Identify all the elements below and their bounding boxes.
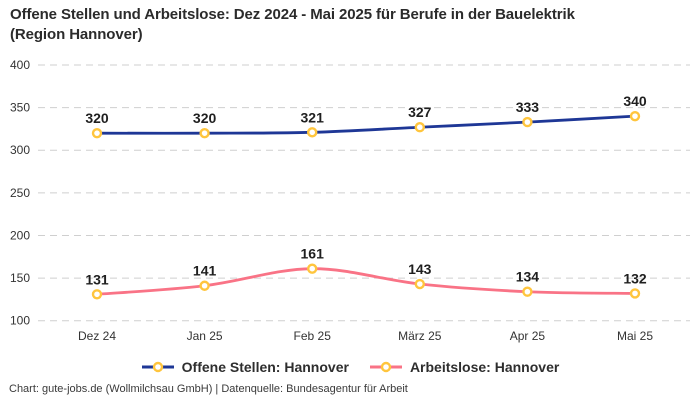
arbeitslose-data-label: 132 [623,270,647,286]
offene-stellen-data-label: 333 [516,99,540,115]
arbeitslose-data-label: 141 [193,263,217,279]
legend-item-arbeitslose[interactable]: Arbeitslose: Hannover [369,359,559,375]
x-axis-tick-label: Dez 24 [78,329,116,343]
offene-stellen-marker[interactable] [307,127,318,138]
offene-stellen-data-label: 320 [193,110,217,126]
chart-title-line2: (Region Hannover) [10,26,143,43]
arbeitslose-line [95,267,637,296]
attribution-footer: Chart: gute-jobs.de (Wollmilchsau GmbH) … [9,383,408,395]
x-axis-tick-label: Apr 25 [510,329,546,343]
chart-title-line1: Offene Stellen und Arbeitslose: Dez 2024… [10,6,575,23]
y-axis-tick-label: 400 [10,58,30,72]
offene-stellen-marker[interactable] [199,127,210,139]
offene-stellen-data-label: 327 [408,104,432,120]
offene-stellen-line [95,114,637,135]
offene-stellen-marker[interactable] [629,110,641,122]
arbeitslose-data-label: 143 [408,261,432,277]
legend: Offene Stellen: Hannover Arbeitslose: Ha… [0,359,700,375]
offene-stellen-swatch-icon [141,361,174,373]
legend-label-offene-stellen: Offene Stellen: Hannover [181,359,349,375]
line-chart-plot-area: 400 350 300 250 200 150 100 Dez 24 Jan 25 Feb 25 M… [10,58,690,343]
legend-label-arbeitslose: Arbeitslose: Hannover [409,359,560,375]
arbeitslose-marker[interactable] [522,286,533,297]
y-axis-tick-label: 100 [10,314,30,328]
chart-title: Offene Stellen und Arbeitslose: Dez 2024… [10,5,692,45]
legend-item-offene-stellen[interactable]: Offene Stellen: Hannover [141,359,349,375]
offene-stellen-marker[interactable] [522,116,533,128]
arbeitslose-marker[interactable] [91,289,103,300]
offene-stellen-data-label: 321 [301,109,325,125]
arbeitslose-marker[interactable] [307,263,318,274]
arbeitslose-data-label: 131 [85,271,109,287]
x-axis-tick-label: Feb 25 [294,329,332,343]
y-axis-tick-label: 350 [10,101,30,115]
y-axis-tick-label: 250 [10,186,30,200]
y-axis-tick-label: 200 [10,228,30,242]
offene-stellen-data-label: 340 [623,93,647,109]
offene-stellen-marker[interactable] [91,127,103,139]
y-axis-tick-label: 300 [10,143,30,157]
offene-stellen-marker[interactable] [414,122,425,133]
x-axis-tick-label: März 25 [398,329,442,343]
arbeitslose-data-label: 161 [301,246,325,262]
x-axis-tick-label: Jan 25 [187,329,223,343]
x-axis-tick-label: Mai 25 [617,329,653,343]
arbeitslose-data-label: 134 [516,269,540,285]
arbeitslose-marker[interactable] [629,288,641,299]
arbeitslose-marker[interactable] [199,280,210,291]
y-axis-tick-label: 150 [10,271,30,285]
arbeitslose-swatch-icon [369,361,402,373]
offene-stellen-data-label: 320 [85,110,109,126]
arbeitslose-marker[interactable] [414,278,425,290]
